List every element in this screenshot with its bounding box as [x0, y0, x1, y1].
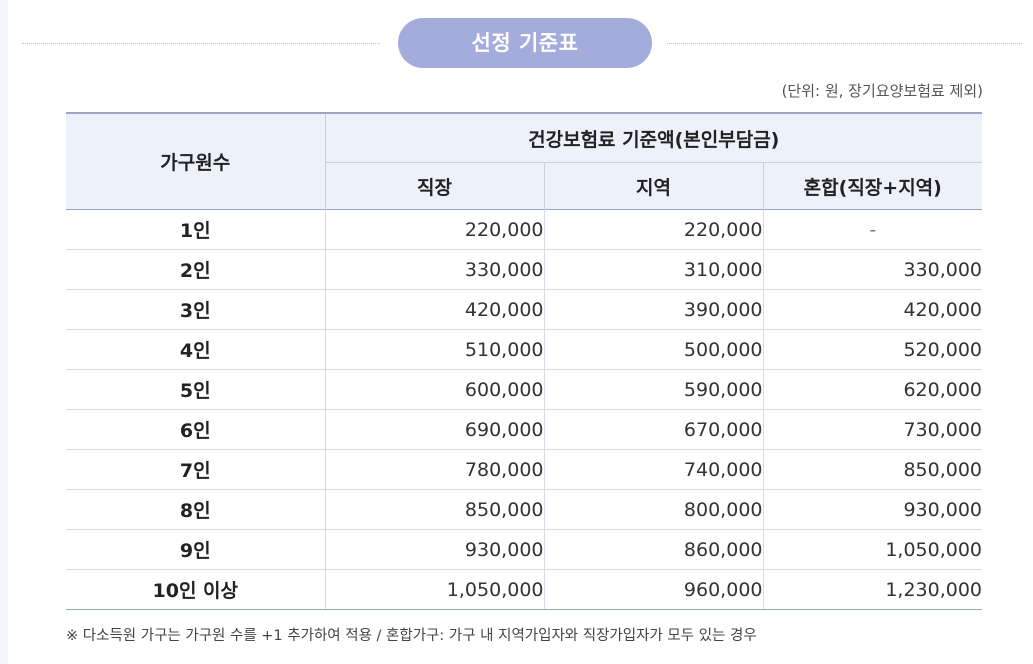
table-row: 9인 930,000 860,000 1,050,000	[66, 529, 983, 570]
table-row: 3인 420,000 390,000 420,000	[66, 289, 983, 330]
workplace-cell: 330,000	[325, 249, 544, 290]
household-cell: 4인	[66, 329, 326, 370]
mixed-cell: 1,230,000	[762, 569, 983, 610]
table-row: 1인 220,000 220,000 -	[66, 209, 983, 250]
workplace-cell: 930,000	[325, 529, 544, 570]
mixed-cell: 330,000	[762, 249, 983, 290]
table-row: 7인 780,000 740,000 850,000	[66, 449, 983, 490]
workplace-cell: 510,000	[325, 329, 544, 370]
workplace-cell: 600,000	[325, 369, 544, 410]
mixed-cell: 850,000	[762, 449, 983, 490]
household-cell: 10인 이상	[66, 569, 326, 610]
regional-cell: 390,000	[543, 289, 763, 330]
regional-cell: 310,000	[543, 249, 763, 290]
household-cell: 7인	[66, 449, 326, 490]
regional-cell: 220,000	[543, 209, 763, 250]
household-cell: 9인	[66, 529, 326, 570]
regional-cell: 670,000	[543, 409, 763, 450]
section-title-row: 선정 기준표	[22, 18, 1022, 70]
table-row: 5인 600,000 590,000 620,000	[66, 369, 983, 410]
workplace-cell: 420,000	[325, 289, 544, 330]
household-header: 가구원수	[66, 112, 326, 210]
household-cell: 6인	[66, 409, 326, 450]
regional-cell: 800,000	[543, 489, 763, 530]
section-title: 선정 기준표	[398, 18, 652, 68]
mixed-cell: 930,000	[762, 489, 983, 530]
mixed-cell: 730,000	[762, 409, 983, 450]
workplace-cell: 690,000	[325, 409, 544, 450]
workplace-cell: 220,000	[325, 209, 544, 250]
unit-note: (단위: 원, 장기요양보험료 제외)	[781, 82, 983, 100]
mixed-cell: -	[762, 209, 983, 250]
regional-cell: 740,000	[543, 449, 763, 490]
title-divider-left	[22, 43, 380, 44]
workplace-header: 직장	[325, 162, 544, 210]
mixed-header: 혼합(직장+지역)	[762, 162, 983, 210]
table-row: 10인 이상 1,050,000 960,000 1,230,000	[66, 569, 983, 610]
table-row: 8인 850,000 800,000 930,000	[66, 489, 983, 530]
household-cell: 3인	[66, 289, 326, 330]
page-left-edge	[0, 0, 8, 664]
premium-group-header: 건강보험료 기준액(본인부담금)	[325, 112, 983, 163]
workplace-cell: 850,000	[325, 489, 544, 530]
household-cell: 8인	[66, 489, 326, 530]
workplace-cell: 1,050,000	[325, 569, 544, 610]
table-row: 2인 330,000 310,000 330,000	[66, 249, 983, 290]
workplace-cell: 780,000	[325, 449, 544, 490]
regional-cell: 860,000	[543, 529, 763, 570]
footnote: ※ 다소득원 가구는 가구원 수를 +1 추가하여 적용 / 혼합가구: 가구 …	[66, 628, 757, 644]
regional-cell: 960,000	[543, 569, 763, 610]
regional-cell: 500,000	[543, 329, 763, 370]
household-cell: 2인	[66, 249, 326, 290]
regional-header: 지역	[543, 162, 763, 210]
regional-cell: 590,000	[543, 369, 763, 410]
mixed-cell: 420,000	[762, 289, 983, 330]
mixed-cell: 1,050,000	[762, 529, 983, 570]
criteria-table: 가구원수 건강보험료 기준액(본인부담금) 직장 지역 혼합(직장+지역) 1인…	[66, 112, 983, 610]
mixed-cell: 620,000	[762, 369, 983, 410]
household-cell: 5인	[66, 369, 326, 410]
table-row: 6인 690,000 670,000 730,000	[66, 409, 983, 450]
household-cell: 1인	[66, 209, 326, 250]
table-row: 4인 510,000 500,000 520,000	[66, 329, 983, 370]
mixed-cell: 520,000	[762, 329, 983, 370]
title-divider-right	[667, 43, 1022, 44]
